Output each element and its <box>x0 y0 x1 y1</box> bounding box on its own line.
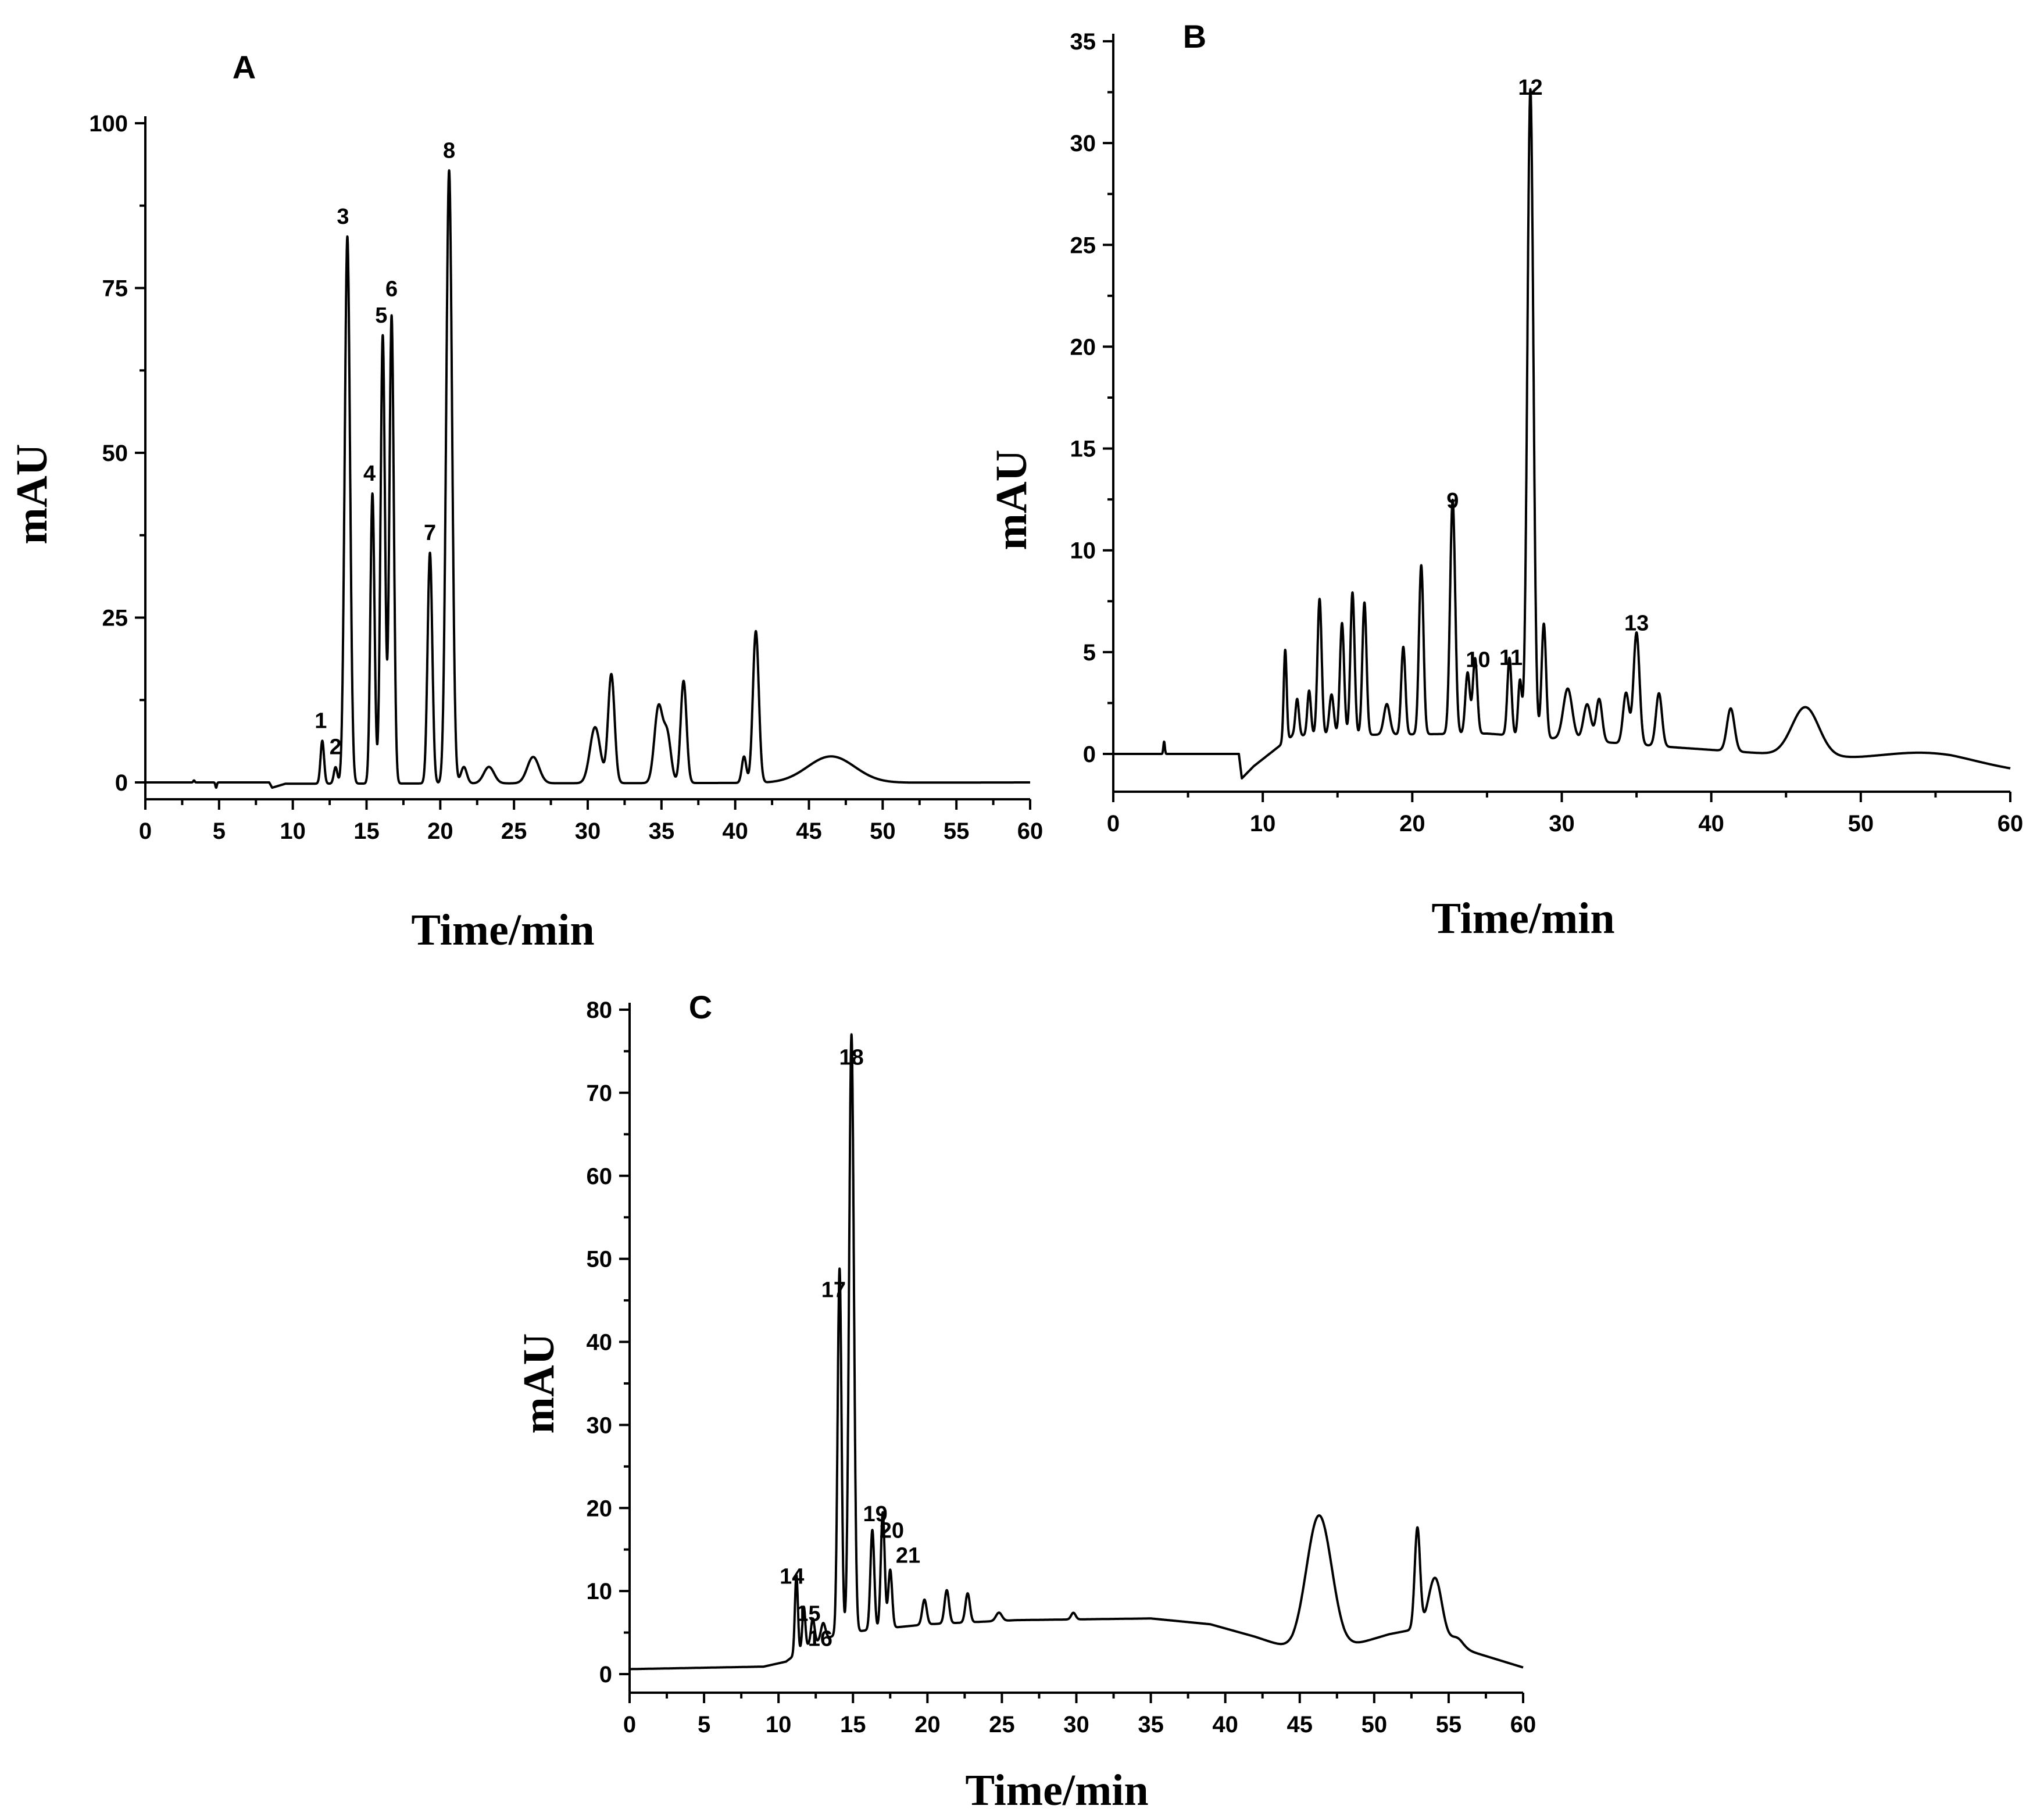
peak-label-2: 2 <box>330 735 342 760</box>
y-tick-label: 40 <box>587 1330 613 1356</box>
y-tick-label: 15 <box>1070 437 1096 462</box>
x-axis-title: Time/min <box>1431 894 1614 943</box>
chart-panel-c: 0 5 10 15 20 25 30 35 40 45 50 55 60 0 10 20 30 40 50 60 70 8… <box>514 989 1536 1815</box>
peak-label-1: 1 <box>315 709 327 733</box>
peak-label-17: 17 <box>821 1278 846 1302</box>
x-tick-label: 20 <box>1399 811 1425 836</box>
peak-label-12: 12 <box>1518 76 1542 100</box>
x-tick-label: 50 <box>1848 811 1874 836</box>
y-tick-label: 70 <box>587 1081 613 1106</box>
x-tick-label: 30 <box>1063 1712 1089 1737</box>
y-tick-label: 30 <box>587 1413 613 1438</box>
y-axis-title: mAU <box>987 449 1036 550</box>
x-tick-label: 45 <box>796 818 822 844</box>
x-axis-title: Time/min <box>411 906 594 954</box>
peak-label-3: 3 <box>337 205 349 229</box>
x-tick-label: 50 <box>870 818 896 844</box>
y-tick-label: 0 <box>1083 742 1096 767</box>
peak-label-18: 18 <box>839 1045 864 1070</box>
panel-label: A <box>233 49 256 85</box>
x-tick-label: 15 <box>353 818 380 844</box>
x-tick-label: 5 <box>698 1712 710 1737</box>
x-tick-label: 55 <box>944 818 970 844</box>
peak-label-19: 19 <box>863 1502 888 1526</box>
y-tick-label: 60 <box>587 1164 613 1189</box>
x-tick-label: 35 <box>649 818 675 844</box>
panel-label: B <box>1183 18 1206 55</box>
peak-label-21: 21 <box>896 1544 920 1568</box>
y-axis-title: mAU <box>8 444 56 544</box>
x-tick-label: 50 <box>1362 1712 1388 1737</box>
x-tick-label: 25 <box>989 1712 1015 1737</box>
y-tick-label: 25 <box>1070 233 1096 258</box>
x-tick-label: 40 <box>1212 1712 1238 1737</box>
x-tick-label: 15 <box>840 1712 866 1737</box>
peak-label-15: 15 <box>796 1602 820 1626</box>
y-tick-label: 75 <box>102 276 128 302</box>
x-tick-label: 40 <box>722 818 748 844</box>
y-tick-label: 50 <box>102 441 128 466</box>
chart-panel-a: 0 5 10 15 20 25 30 35 40 45 50 55 600255075100123456… <box>8 49 1043 954</box>
x-tick-label: 60 <box>1017 818 1044 844</box>
y-tick-label: 10 <box>1070 538 1096 564</box>
peak-label-16: 16 <box>808 1626 832 1651</box>
x-tick-label: 0 <box>1107 811 1120 836</box>
y-tick-label: 50 <box>587 1247 613 1272</box>
peak-label-4: 4 <box>363 462 376 486</box>
y-tick-label: 20 <box>1070 334 1096 360</box>
y-tick-label: 100 <box>89 111 128 137</box>
y-tick-label: 0 <box>599 1662 612 1687</box>
y-tick-label: 25 <box>102 606 128 631</box>
chart-panel-b: 0 10 20 30 40 50 60 0 5 10 15 20 25 30 35 9 10 11 12 13 B Tim… <box>987 18 2023 943</box>
peak-label-20: 20 <box>880 1519 904 1543</box>
x-tick-label: 35 <box>1138 1712 1164 1737</box>
chromatogram-trace <box>1112 88 2011 780</box>
x-tick-label: 60 <box>1510 1712 1536 1737</box>
y-tick-label: 80 <box>587 997 613 1023</box>
peak-label-8: 8 <box>443 138 455 163</box>
x-tick-label: 10 <box>1250 811 1276 836</box>
y-tick-label: 35 <box>1070 29 1096 55</box>
x-tick-label: 45 <box>1287 1712 1313 1737</box>
y-tick-label: 20 <box>587 1496 613 1521</box>
x-tick-label: 25 <box>501 818 527 844</box>
x-tick-label: 60 <box>1997 811 2024 836</box>
x-tick-label: 5 <box>213 818 226 844</box>
y-axis-title: mAU <box>514 1333 563 1433</box>
y-tick-label: 0 <box>115 770 128 796</box>
y-tick-label: 30 <box>1070 131 1096 156</box>
x-tick-label: 0 <box>139 818 152 844</box>
peak-label-7: 7 <box>424 521 436 545</box>
peak-label-14: 14 <box>780 1564 804 1589</box>
peak-label-10: 10 <box>1466 648 1490 672</box>
y-tick-label: 5 <box>1083 640 1096 666</box>
panel-label: C <box>689 989 712 1025</box>
x-tick-label: 10 <box>280 818 306 844</box>
peak-label-11: 11 <box>1499 646 1523 670</box>
x-axis-title: Time/min <box>965 1766 1148 1815</box>
chromatogram-trace <box>628 1033 1524 1671</box>
x-tick-label: 40 <box>1698 811 1724 836</box>
x-tick-label: 10 <box>766 1712 792 1737</box>
chromatogram-trace <box>144 169 1031 789</box>
peak-label-6: 6 <box>385 277 398 302</box>
y-tick-label: 10 <box>587 1579 613 1604</box>
x-tick-label: 55 <box>1436 1712 1462 1737</box>
peak-label-5: 5 <box>375 303 387 328</box>
x-tick-label: 30 <box>1549 811 1575 836</box>
x-tick-label: 20 <box>427 818 453 844</box>
x-tick-label: 0 <box>623 1712 636 1737</box>
x-tick-label: 30 <box>575 818 601 844</box>
x-tick-label: 20 <box>914 1712 941 1737</box>
peak-label-13: 13 <box>1624 611 1649 635</box>
peak-label-9: 9 <box>1446 489 1459 513</box>
